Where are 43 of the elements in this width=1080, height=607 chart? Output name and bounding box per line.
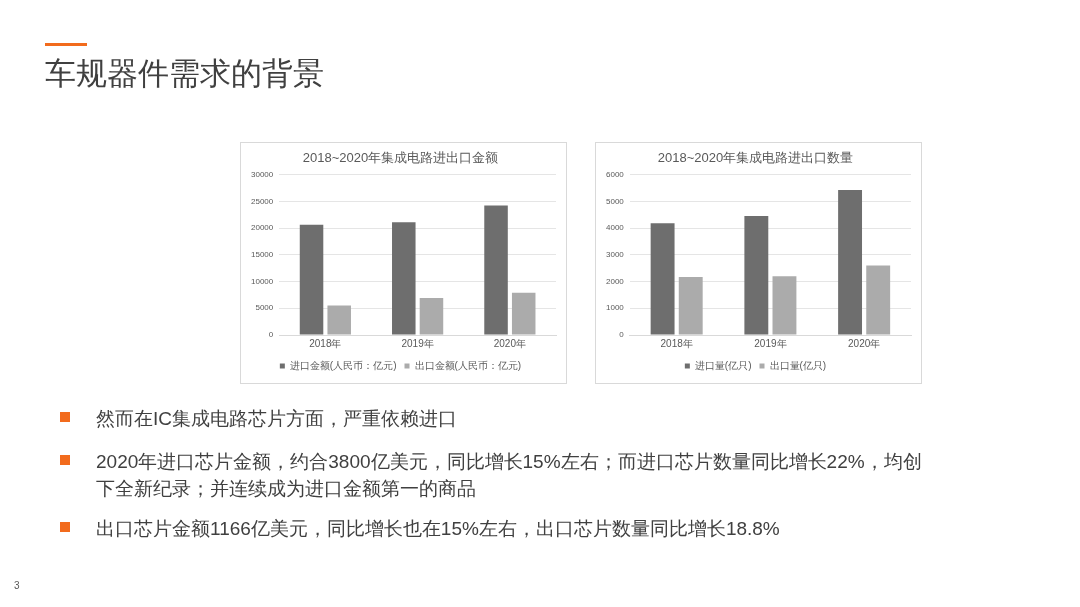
y-tick-label: 5000 — [606, 196, 625, 206]
y-tick-label: 5000 — [255, 303, 274, 313]
bar — [484, 205, 508, 335]
bar — [650, 223, 675, 335]
bar — [327, 305, 351, 335]
text: 然而在IC集成电路芯片方面，严重依赖进口 — [96, 407, 458, 431]
y-tick-label: 3000 — [606, 250, 625, 259]
y-tick-label: 0 — [619, 330, 625, 340]
x-tick-label: 2019年 — [401, 337, 434, 349]
text: 出口芯片金额1166亿美元，同比增长也在15%左右，出口芯片数量同比增长18.8% — [96, 517, 781, 541]
legend-label: 进口金额(人民币：亿元) — [289, 359, 397, 371]
bar — [744, 216, 769, 335]
chart-title: 2018~2020年集成电路进出口数量 — [657, 150, 854, 166]
x-tick-label: 2018年 — [660, 337, 693, 349]
legend-label: 出口金额(人民币：亿元) — [414, 359, 522, 371]
y-tick-label: 4000 — [606, 223, 625, 233]
bar — [419, 298, 444, 335]
y-tick-label: 30000 — [251, 169, 274, 179]
bar — [866, 265, 891, 335]
y-tick-label: 1000 — [606, 303, 625, 313]
y-tick-label: 20000 — [251, 223, 274, 233]
bar — [772, 276, 797, 335]
y-tick-label: 6000 — [606, 169, 625, 179]
text: 车规器件需求的背景 — [45, 55, 324, 93]
legend-label: 进口量(亿只) — [694, 359, 752, 371]
y-tick-label: 15000 — [251, 250, 274, 259]
bar — [678, 276, 703, 335]
chart-title: 2018~2020年集成电路进出口金额 — [302, 150, 499, 166]
legend-label: 出口量(亿只) — [769, 359, 827, 371]
y-tick-label: 2000 — [606, 276, 625, 286]
x-tick-label: 2020年 — [493, 337, 526, 349]
text: 2020年进口芯片金额，约合3800亿美元，同比增长15%左右；而进口芯片数量同比增长22%，均创下全新纪录；并连续成为进口金额第一的商品 — [96, 450, 923, 501]
x-tick-label: 2020年 — [848, 337, 881, 349]
y-tick-label: 0 — [268, 330, 274, 340]
bar — [838, 190, 863, 335]
text: 3 — [14, 580, 20, 591]
y-tick-label: 25000 — [251, 196, 274, 206]
x-tick-label: 2019年 — [754, 337, 787, 349]
bar — [511, 292, 536, 335]
x-tick-label: 2018年 — [309, 337, 342, 349]
bar — [392, 222, 416, 335]
bar — [299, 224, 324, 335]
y-tick-label: 10000 — [251, 276, 274, 286]
